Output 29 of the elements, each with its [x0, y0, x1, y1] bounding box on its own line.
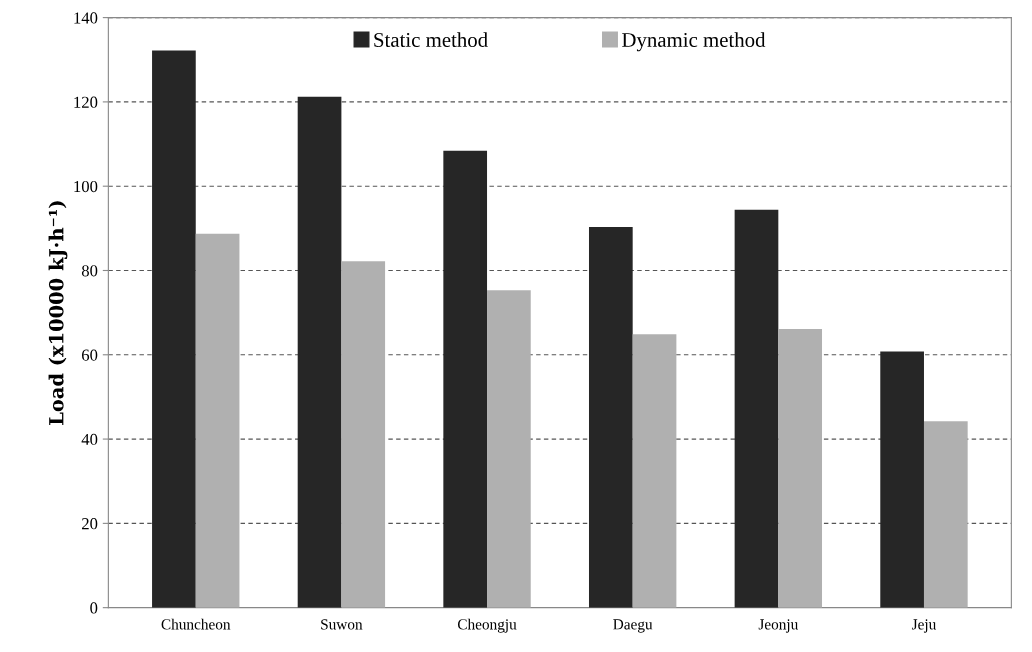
x-tick-label: Chuncheon — [161, 618, 231, 630]
bar — [778, 329, 823, 608]
y-axis-title: Load (x10000 kJ·h⁻¹) — [48, 201, 68, 425]
x-tick-label: Daegu — [613, 619, 653, 633]
y-tick-label: 0 — [90, 602, 98, 614]
x-tick-label: Cheongju — [457, 618, 517, 633]
y-tick-label: 140 — [74, 12, 98, 24]
y-tick-label: 60 — [81, 349, 98, 361]
bar — [443, 150, 488, 608]
x-tick-label: Jeonju — [758, 619, 799, 633]
bar — [923, 421, 968, 608]
bar — [297, 96, 342, 608]
x-tick-label: Jeju — [911, 619, 937, 633]
bar — [734, 209, 779, 608]
bar — [341, 261, 386, 608]
bar — [588, 227, 633, 608]
x-tick-label: Suwon — [321, 619, 363, 630]
legend-label: Static method — [374, 32, 488, 47]
y-tick-label: 40 — [81, 433, 98, 446]
bar — [152, 50, 196, 608]
legend-label: Dynamic method — [622, 32, 766, 52]
y-tick-label: 120 — [74, 96, 98, 108]
bar — [880, 351, 924, 608]
y-tick-label: 80 — [81, 265, 98, 277]
bar — [632, 334, 677, 608]
y-tick-label: 100 — [74, 180, 98, 193]
y-tick-label: 20 — [82, 518, 98, 530]
bar — [195, 233, 240, 608]
bar — [487, 290, 531, 608]
